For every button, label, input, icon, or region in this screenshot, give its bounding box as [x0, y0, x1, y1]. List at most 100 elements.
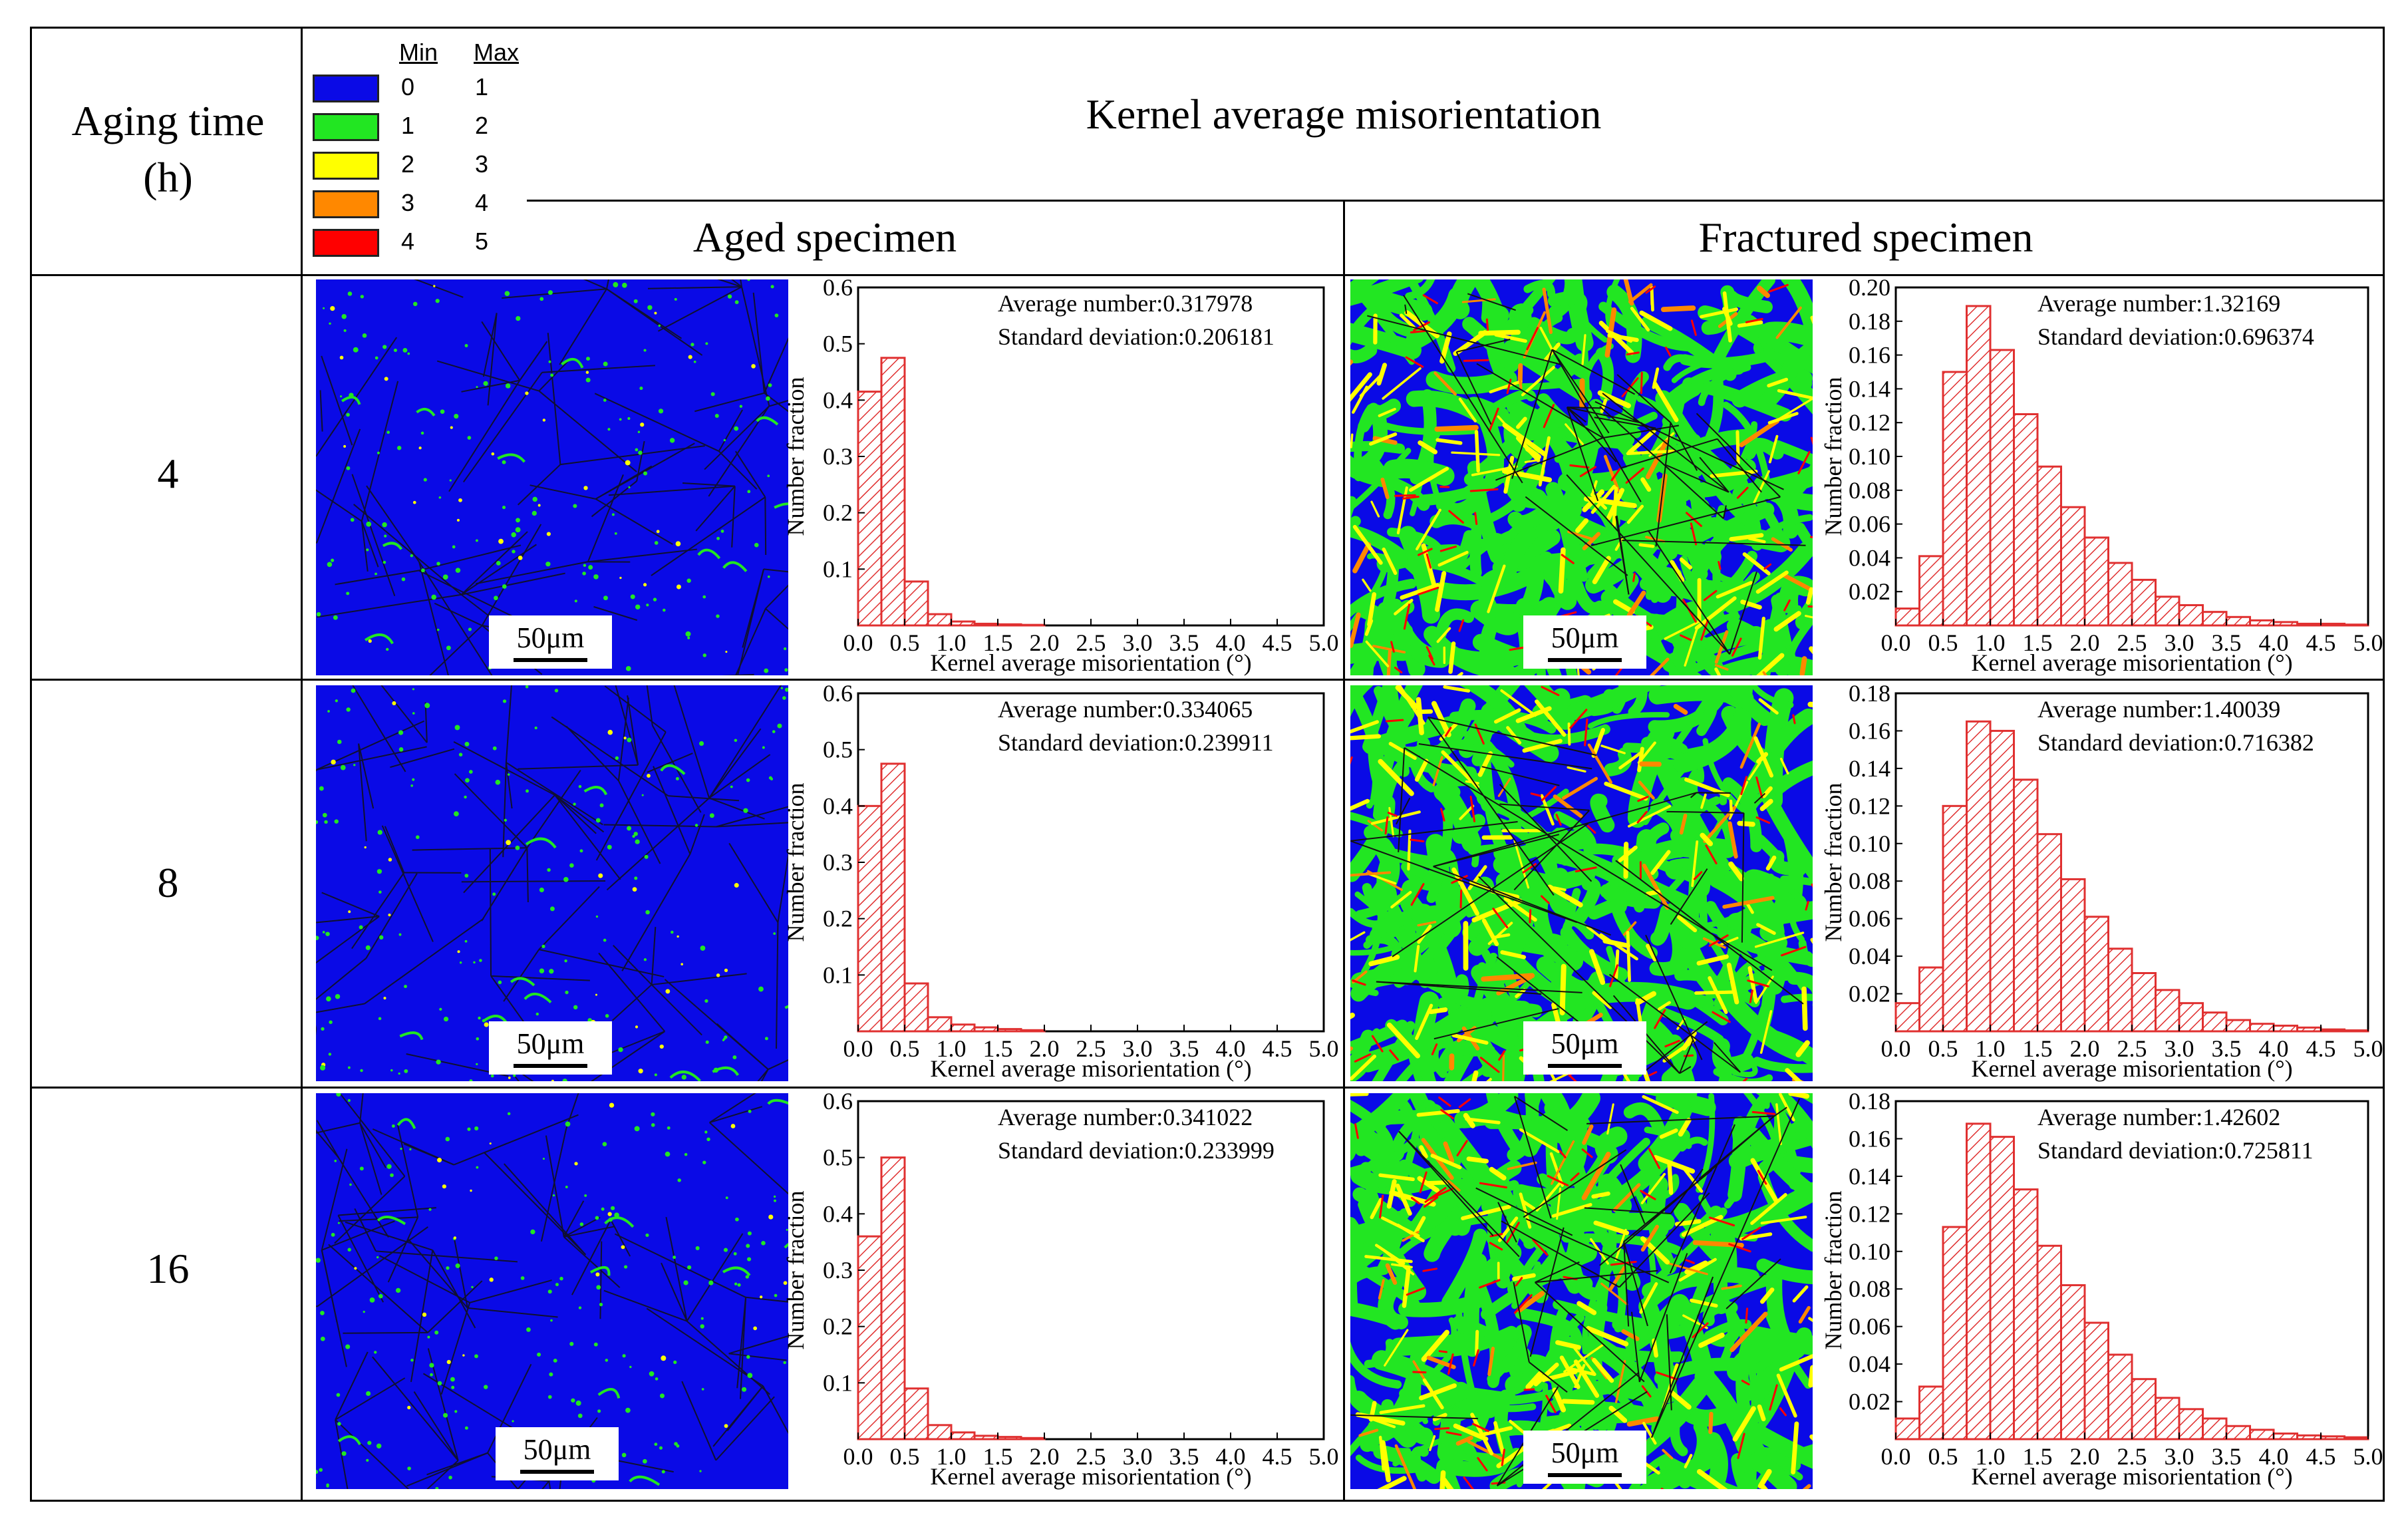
histogram-bar [2202, 1011, 2228, 1033]
row-divider-1 [30, 679, 2385, 681]
x-tick-label: 3.5 [1169, 629, 1199, 656]
y-tick-label: 0.18 [1849, 1088, 1890, 1114]
histogram-bar [2225, 1019, 2251, 1033]
histogram-bar [1894, 1417, 1920, 1441]
standard-deviation-text: Standard deviation:0.716382 [2037, 729, 2314, 756]
x-tick-label: 3.0 [2165, 629, 2194, 656]
standard-deviation-text: Standard deviation:0.233999 [998, 1137, 1275, 1164]
histogram-bar [973, 622, 999, 627]
x-tick-label: 2.5 [2117, 629, 2147, 656]
kam-title: Kernel average misorientation [1086, 90, 1602, 138]
y-tick-label: 0.18 [1849, 680, 1890, 707]
histogram-bar [903, 580, 929, 627]
legend-max-value: 3 [475, 150, 489, 178]
histogram-bar [880, 763, 906, 1033]
histogram-bar [2272, 1433, 2298, 1441]
histogram-bar [1918, 966, 1944, 1033]
x-tick-label: 2.0 [1030, 1443, 1060, 1470]
y-tick-label: 0.2 [823, 906, 853, 932]
scale-bar-label: 50μm [516, 621, 585, 654]
histogram-bar [2178, 1408, 2204, 1441]
histogram-bar [996, 623, 1022, 627]
y-tick-label: 0.1 [823, 1369, 853, 1396]
x-axis-label: Kernel average misorientation (°) [1971, 649, 2292, 676]
histogram-bar [2036, 465, 2062, 627]
x-tick-label: 1.5 [2023, 1035, 2053, 1062]
x-tick-label: 5.0 [1309, 1035, 1339, 1062]
histogram-bar [857, 391, 883, 627]
y-axis-label: Number fraction [782, 377, 809, 536]
histogram-bar [950, 620, 976, 627]
x-tick-label: 1.5 [983, 1035, 1013, 1062]
histogram-bar [1966, 305, 1992, 627]
x-tick-label: 4.5 [1263, 1035, 1292, 1062]
histogram-bar [2013, 1188, 2039, 1441]
aging-time-unit: (h) [143, 154, 193, 201]
x-tick-label: 1.0 [937, 1443, 967, 1470]
histogram-bar [1918, 1385, 1944, 1441]
header-bottom-line [30, 274, 2385, 276]
histogram-bar [2320, 1028, 2345, 1033]
y-tick-label: 0.08 [1849, 868, 1890, 894]
x-tick-label: 3.5 [1169, 1443, 1199, 1470]
histogram-bar [2131, 578, 2157, 627]
x-tick-label: 3.0 [2165, 1443, 2194, 1470]
y-tick-label: 0.18 [1849, 308, 1890, 335]
histogram-bar [1942, 371, 1968, 627]
histogram-bar [996, 1436, 1022, 1441]
x-tick-label: 2.5 [1076, 629, 1106, 656]
x-tick-label: 1.0 [1976, 1443, 2006, 1470]
x-tick-label: 1.0 [937, 629, 967, 656]
standard-deviation-text: Standard deviation:0.239911 [998, 729, 1274, 756]
x-tick-label: 2.0 [2070, 629, 2100, 656]
histogram-bar [2107, 947, 2133, 1033]
x-tick-label: 3.5 [2212, 1035, 2242, 1062]
table-border-right [2383, 27, 2385, 1502]
histogram-bar [2083, 916, 2109, 1033]
histogram-bar [1894, 607, 1920, 627]
x-tick-label: 5.0 [2353, 1443, 2383, 1470]
kam-map-aged-16h [316, 1093, 788, 1489]
scale-bar: 50μm [496, 1427, 619, 1480]
y-tick-label: 0.12 [1849, 1200, 1890, 1227]
y-tick-label: 0.6 [823, 680, 853, 707]
legend-swatch [313, 152, 379, 180]
histogram-bar [1942, 804, 1968, 1033]
y-tick-label: 0.6 [823, 1088, 853, 1114]
aged-specimen-header: Aged specimen [692, 214, 957, 261]
y-axis-label: Number fraction [782, 1191, 809, 1350]
x-tick-label: 3.0 [1123, 629, 1153, 656]
standard-deviation-text: Standard deviation:0.206181 [998, 323, 1275, 350]
legend-swatch [313, 229, 379, 257]
histogram-bar [950, 1431, 976, 1441]
histogram-bar [903, 982, 929, 1033]
x-tick-label: 0.5 [1928, 1035, 1958, 1062]
y-tick-label: 0.08 [1849, 477, 1890, 504]
standard-deviation-text: Standard deviation:0.725811 [2037, 1137, 2314, 1164]
x-tick-label: 1.5 [983, 629, 1013, 656]
y-axis-label: Number fraction [782, 783, 809, 942]
histogram-bar [2083, 536, 2109, 627]
average-number-text: Average number:1.42602 [2037, 1104, 2280, 1130]
histogram-bar [1966, 720, 1992, 1033]
legend-min-value: 0 [401, 73, 415, 100]
x-tick-label: 2.0 [1030, 1035, 1060, 1062]
x-tick-label: 3.5 [2212, 629, 2242, 656]
x-tick-label: 0.0 [1881, 1035, 1911, 1062]
legend-min-value: 4 [401, 228, 415, 255]
row-divider-2 [30, 1087, 2385, 1089]
y-tick-label: 0.10 [1849, 443, 1890, 470]
kam-map-aged-4h [316, 279, 788, 675]
legend-max-value: 1 [475, 73, 489, 100]
y-axis-label: Number fraction [1820, 1191, 1847, 1350]
x-tick-label: 5.0 [1309, 1443, 1339, 1470]
x-tick-label: 4.5 [1263, 629, 1292, 656]
x-tick-label: 2.5 [1076, 1443, 1106, 1470]
y-tick-label: 0.12 [1849, 792, 1890, 819]
x-tick-label: 1.0 [1976, 1035, 2006, 1062]
x-tick-label: 5.0 [2353, 629, 2383, 656]
x-tick-label: 3.5 [1169, 1035, 1199, 1062]
y-tick-label: 0.4 [823, 387, 853, 413]
histogram-bar [2296, 622, 2322, 627]
scale-bar-label: 50μm [1551, 1437, 1619, 1469]
